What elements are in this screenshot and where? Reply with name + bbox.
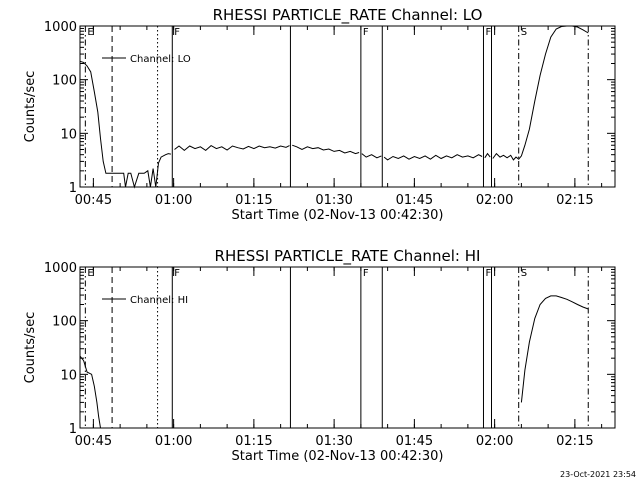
y-tick-label: 100	[52, 74, 77, 89]
event-marker-label: F	[363, 27, 369, 38]
y-tick-label: 100	[52, 315, 77, 330]
data-series-line	[484, 152, 491, 159]
x-tick-label: 01:00	[155, 193, 192, 208]
y-axis-label: Counts/sec	[23, 312, 38, 384]
x-tick-label: 01:30	[315, 434, 352, 449]
event-marker-label: S	[521, 268, 527, 279]
x-axis-label: Start Time (02-Nov-13 00:42:30)	[232, 208, 444, 223]
y-axis-label: Counts/sec	[23, 71, 38, 143]
legend-label: Channel: HI	[130, 295, 188, 306]
data-series-line	[520, 295, 589, 403]
chart-title: RHESSI PARTICLE_RATE Channel: LO	[213, 6, 483, 25]
data-series-line	[79, 60, 171, 189]
y-tick-label: 1	[69, 422, 77, 437]
x-tick-label: 00:45	[75, 434, 112, 449]
chart-panel-1: RHESSI PARTICLE_RATE Channel: HI 1 10 100 10…	[23, 247, 616, 464]
data-series-line	[292, 144, 360, 155]
y-tick-label: 1000	[44, 261, 77, 276]
data-series-line	[79, 355, 101, 429]
data-series-line	[383, 154, 483, 161]
event-marker-label: F	[485, 27, 491, 38]
x-tick-label: 01:15	[235, 434, 272, 449]
x-tick-label: 01:45	[396, 193, 433, 208]
x-tick-label: 00:45	[75, 193, 112, 208]
y-tick-label: 10	[60, 368, 77, 383]
chart-panel-0: RHESSI PARTICLE_RATE Channel: LO 1 10 100 10…	[23, 6, 616, 223]
y-tick-label: 10	[60, 127, 77, 142]
event-marker-label: E	[87, 268, 93, 279]
x-tick-label: 01:15	[235, 193, 272, 208]
x-tick-label: 02:15	[556, 193, 593, 208]
x-tick-label: 02:00	[476, 434, 513, 449]
plot-frame	[79, 266, 616, 429]
data-series-line	[492, 25, 589, 161]
x-tick-label: 02:15	[556, 434, 593, 449]
data-series-line	[361, 153, 382, 159]
event-marker-label: F	[485, 268, 491, 279]
event-marker-label: E	[87, 27, 93, 38]
event-marker-label: F	[363, 268, 369, 279]
data-series-line	[174, 144, 290, 152]
x-tick-label: 02:00	[476, 193, 513, 208]
event-marker-label: F	[174, 268, 180, 279]
plot-frame	[79, 25, 616, 188]
event-marker-label: S	[521, 27, 527, 38]
x-tick-label: 01:30	[315, 193, 352, 208]
x-tick-label: 01:45	[396, 434, 433, 449]
plot-timestamp: 23-Oct-2021 23:54	[560, 470, 636, 479]
legend-label: Channel: LO	[130, 54, 191, 65]
y-tick-label: 1000	[44, 20, 77, 35]
x-axis-label: Start Time (02-Nov-13 00:42:30)	[232, 449, 444, 464]
event-marker-label: F	[174, 27, 180, 38]
chart-title: RHESSI PARTICLE_RATE Channel: HI	[215, 247, 481, 266]
x-tick-label: 01:00	[155, 434, 192, 449]
y-tick-label: 1	[69, 181, 77, 196]
